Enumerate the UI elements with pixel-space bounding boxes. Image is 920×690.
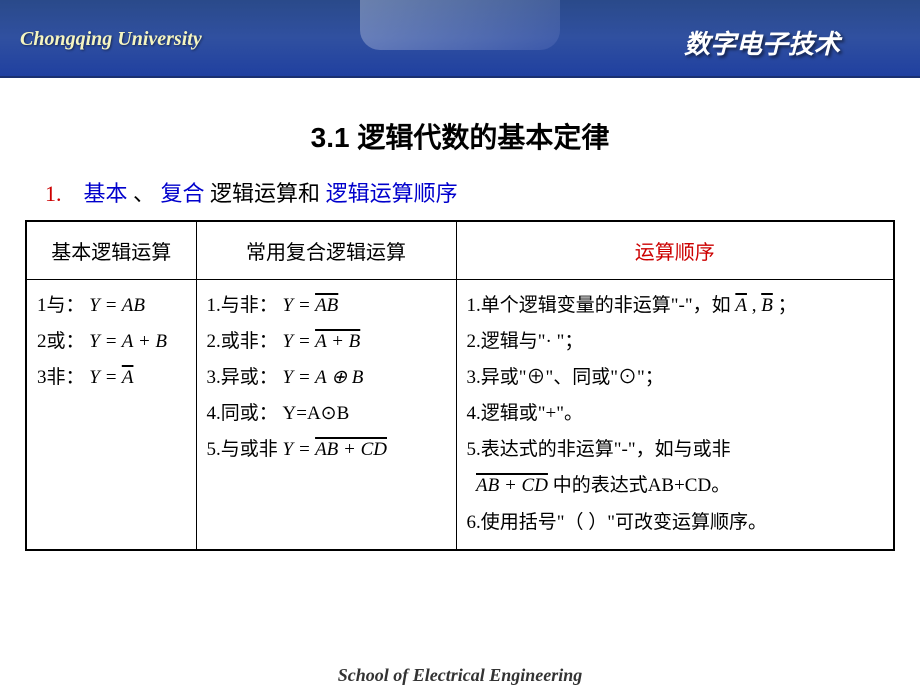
slide-content: 3.1 逻辑代数的基本定律 1. 基本 、 复合 逻辑运算和 逻辑运算顺序 基本… [0, 78, 920, 551]
not-label: 3非： [37, 367, 85, 388]
order-1-end: ； [778, 295, 797, 316]
subsection-part4: 逻辑运算顺序 [326, 181, 458, 206]
subsection-heading: 1. 基本 、 复合 逻辑运算和 逻辑运算顺序 [25, 176, 895, 208]
xor-label: 3.异或： [207, 367, 278, 388]
header-order: 运算顺序 [456, 221, 894, 280]
table-header-row: 基本逻辑运算 常用复合逻辑运算 运算顺序 [26, 221, 894, 280]
or-formula: Y = A + B [89, 331, 167, 352]
xor-formula: Y = A ⊕ B [283, 367, 364, 388]
subsection-number: 1. [45, 181, 62, 206]
slide-footer: School of Electrical Engineering [0, 665, 920, 686]
header-compound-ops: 常用复合逻辑运算 [196, 221, 456, 280]
subsection-part1: 基本 [84, 181, 128, 206]
order-1-overB: B [761, 295, 773, 316]
subsection-sep1: 、 [133, 181, 155, 206]
header-basic-ops: 基本逻辑运算 [26, 221, 196, 280]
order-5a: 5.表达式的非运算"-"，如与或非 [467, 439, 731, 460]
header-decoration [360, 0, 560, 50]
order-3: 3.异或"⊕"、同或"⊙"； [467, 360, 884, 396]
cell-order: 1.单个逻辑变量的非运算"-"，如 A , B ； 2.逻辑与"· "； 3.异… [456, 280, 894, 550]
nor-formula-pre: Y = [283, 331, 316, 352]
order-5-over: AB + CD [476, 475, 548, 496]
course-title: 数字电子技术 [684, 24, 840, 61]
nand-formula-over: AB [315, 295, 338, 316]
order-5b: 中的表达式AB+CD。 [553, 475, 731, 496]
order-1-sep: , [752, 295, 762, 316]
and-formula: Y = AB [89, 295, 145, 316]
nor-label: 2.或非： [207, 331, 278, 352]
subsection-part3: 逻辑运算和 [210, 181, 320, 206]
order-1-text: 1.单个逻辑变量的非运算"-"，如 [467, 295, 731, 316]
order-1-overA: A [735, 295, 747, 316]
not-formula-over: A [122, 367, 134, 388]
nor-formula-over: A + B [315, 331, 360, 352]
order-6: 6.使用括号"（ ）"可改变运算顺序。 [467, 505, 884, 541]
logic-operations-table: 基本逻辑运算 常用复合逻辑运算 运算顺序 1与： Y = AB 2或： Y = … [25, 220, 895, 551]
table-body-row: 1与： Y = AB 2或： Y = A + B 3非： Y = A 1.与非： [26, 280, 894, 550]
section-title: 3.1 逻辑代数的基本定律 [25, 116, 895, 156]
xnor-label: 4.同或： [207, 403, 278, 424]
order-4: 4.逻辑或"+"。 [467, 396, 884, 432]
aoi-formula-pre: Y = [283, 439, 316, 460]
slide-header: Chongqing University 数字电子技术 [0, 0, 920, 78]
subsection-part2: 复合 [161, 181, 205, 206]
and-label: 1与： [37, 295, 85, 316]
or-label: 2或： [37, 331, 85, 352]
aoi-formula-over: AB + CD [315, 439, 387, 460]
not-formula-pre: Y = [89, 367, 122, 388]
order-2: 2.逻辑与"· "； [467, 324, 884, 360]
university-name: Chongqing University [20, 28, 202, 51]
nand-label: 1.与非： [207, 295, 278, 316]
nand-formula-pre: Y = [283, 295, 316, 316]
cell-basic-ops: 1与： Y = AB 2或： Y = A + B 3非： Y = A [26, 280, 196, 550]
xnor-formula: Y=A⊙B [283, 403, 350, 424]
aoi-label: 5.与或非 [207, 439, 278, 460]
cell-compound-ops: 1.与非： Y = AB 2.或非： Y = A + B 3.异或： Y = A… [196, 280, 456, 550]
